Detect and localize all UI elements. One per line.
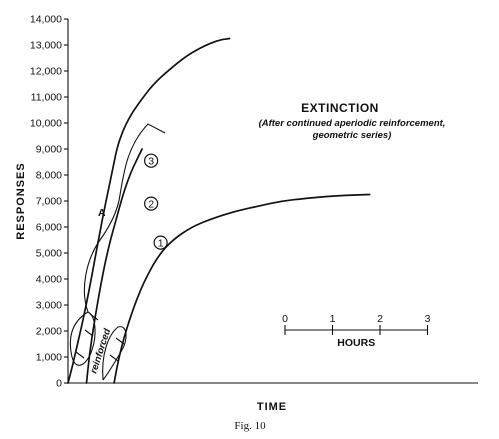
reinforcement-tick-marks <box>75 313 125 362</box>
series-3-line <box>67 37 231 384</box>
x-axis-label: TIME <box>257 401 287 413</box>
y-tick-label: 14,000 <box>30 14 62 26</box>
series-1-marker <box>153 235 168 250</box>
series-2-label: 2 <box>148 198 154 210</box>
y-tick-label: 13,000 <box>30 40 62 52</box>
series-1-label: 1 <box>158 237 164 249</box>
y-axis: 0 1,000 2,000 3,000 4,000 5,000 6,000 7,000 8,00… <box>30 14 69 390</box>
chart-subtitle-line-1: (After continued aperiodic reinforcement… <box>259 118 446 129</box>
y-tick-label: 10,000 <box>30 118 62 130</box>
series-3-label: 3 <box>148 156 154 168</box>
y-tick-label: 2,000 <box>36 326 62 338</box>
y-tick-label: 4,000 <box>36 274 62 286</box>
time-scale-tick-label: 3 <box>425 313 431 325</box>
tick-mark <box>109 354 119 362</box>
time-scale-tick-label: 2 <box>377 313 383 325</box>
chart-subtitle-line-2: geometric series) <box>312 130 392 141</box>
time-scale-tick-label: 0 <box>282 313 288 325</box>
y-tick-label: 1,000 <box>36 352 62 364</box>
time-scale-tick-label: 1 <box>330 313 336 325</box>
series-3-marker <box>144 153 159 168</box>
series-curves <box>67 37 371 384</box>
chart-title: EXTINCTION <box>301 101 379 115</box>
tick-mark <box>75 351 85 359</box>
reinforced-loop <box>70 311 96 366</box>
series-2-marker <box>144 196 159 211</box>
y-tick-label: 5,000 <box>36 248 62 260</box>
series-labels: 1 2 3 <box>144 153 168 250</box>
y-tick-label: 6,000 <box>36 222 62 234</box>
y-tick-label: 12,000 <box>30 66 62 78</box>
y-axis-label: RESPONSES <box>15 162 27 239</box>
y-tick-label: 9,000 <box>36 144 62 156</box>
y-tick-label: 11,000 <box>31 92 62 104</box>
reinforced-loop-2 <box>102 326 127 381</box>
y-tick-label: 7,000 <box>36 196 62 208</box>
y-tick-label: 0 <box>56 378 62 390</box>
tick-mark <box>84 329 94 337</box>
tick-mark <box>89 313 99 321</box>
time-scale: 0 1 2 3 HOURS <box>282 313 431 349</box>
bracket-a <box>83 123 166 313</box>
time-scale-label: HOURS <box>337 337 375 349</box>
annotation-a: A <box>98 207 106 219</box>
tick-mark <box>115 337 125 345</box>
y-tick-label: 3,000 <box>36 300 62 312</box>
figure-caption: Fig. 10 <box>234 420 266 432</box>
series-2-line <box>85 148 143 384</box>
series-1-line <box>113 193 371 384</box>
y-tick-label: 8,000 <box>36 170 62 182</box>
